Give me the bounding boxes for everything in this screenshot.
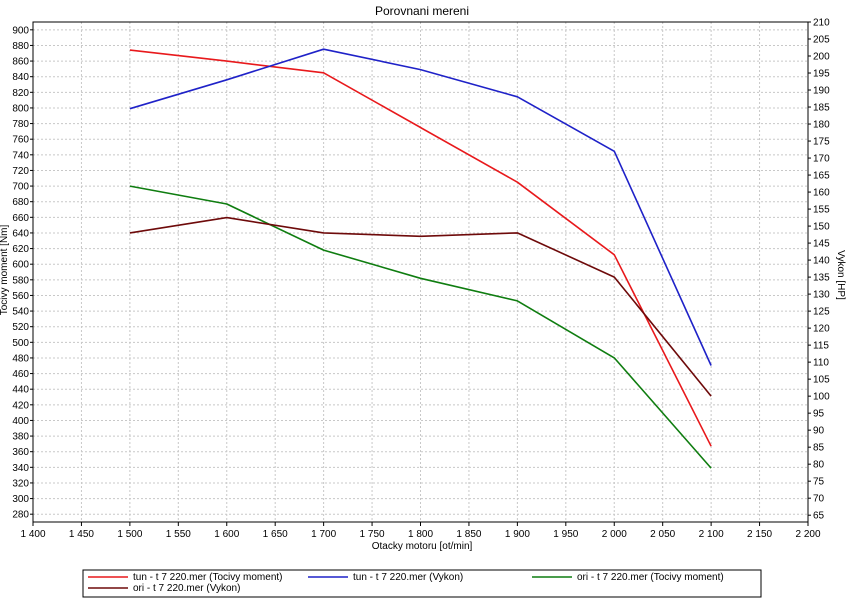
y-tick-label: 580	[12, 275, 29, 286]
x-tick-label: 1 750	[360, 529, 385, 540]
x-tick-label: 1 950	[553, 529, 578, 540]
y2-tick-label: 105	[813, 375, 830, 386]
y-tick-label: 340	[12, 463, 29, 474]
y2-tick-label: 180	[813, 120, 830, 131]
series-line-2	[129, 48, 712, 366]
y2-tick-label: 85	[813, 443, 825, 454]
legend-label: ori - t 7 220.mer (Vykon)	[133, 583, 240, 594]
x-tick-label: 2 200	[795, 529, 820, 540]
y2-tick-label: 65	[813, 511, 825, 522]
y-tick-label: 800	[12, 103, 29, 114]
y-tick-label: 880	[12, 41, 29, 52]
series-line-3	[129, 185, 712, 469]
series-line-4	[129, 216, 712, 397]
y2-tick-label: 200	[813, 52, 830, 63]
y-tick-label: 300	[12, 494, 29, 505]
x-tick-label: 1 800	[408, 529, 433, 540]
x-tick-label: 1 450	[69, 529, 94, 540]
legend-label: tun - t 7 220.mer (Vykon)	[353, 572, 463, 583]
y-tick-label: 860	[12, 57, 29, 68]
y-tick-label: 660	[12, 213, 29, 224]
x-tick-label: 1 900	[505, 529, 530, 540]
y-tick-label: 280	[12, 510, 29, 521]
y2-tick-label: 135	[813, 273, 830, 284]
y-tick-label: 640	[12, 228, 29, 239]
y-tick-label: 440	[12, 385, 29, 396]
legend: tun - t 7 220.mer (Tocivy moment) tun - t…	[82, 569, 762, 598]
x-tick-label: 1 650	[263, 529, 288, 540]
y2-tick-label: 115	[813, 341, 829, 352]
y-tick-label: 380	[12, 432, 29, 443]
y2-tick-label: 95	[813, 409, 825, 420]
y2-tick-label: 160	[813, 188, 830, 199]
y2-tick-label: 130	[813, 290, 830, 301]
y-tick-label: 700	[12, 182, 29, 193]
y-axis-title: Tocivy moment [Nm]	[0, 224, 10, 315]
y2-tick-label: 80	[813, 460, 825, 471]
y2-tick-label: 175	[813, 137, 830, 148]
y-tick-label: 320	[12, 478, 29, 489]
chart-title: Porovnani mereni	[375, 4, 469, 18]
y2-tick-label: 165	[813, 171, 830, 182]
x-axis-title: Otacky motoru [ot/min]	[372, 541, 473, 552]
y2-tick-label: 170	[813, 154, 830, 165]
y2-tick-label: 75	[813, 477, 825, 488]
y-tick-label: 680	[12, 197, 29, 208]
x-tick-label: 1 700	[311, 529, 336, 540]
legend-label: ori - t 7 220.mer (Tocivy moment)	[577, 572, 724, 583]
y2-tick-label: 120	[813, 324, 830, 335]
y2-tick-label: 90	[813, 426, 825, 437]
y2-tick-label: 150	[813, 222, 830, 233]
y-tick-label: 840	[12, 72, 29, 83]
y-tick-label: 520	[12, 322, 29, 333]
y-tick-label: 780	[12, 119, 29, 130]
y2-tick-label: 145	[813, 239, 830, 250]
plot-area: 1 400 1 450 1 500 1 550 1 600 1 650 1 700 1 750…	[12, 18, 830, 541]
y2-tick-label: 125	[813, 307, 830, 318]
y2-tick-label: 195	[813, 69, 830, 80]
y-tick-label: 600	[12, 260, 29, 271]
y2-tick-label: 70	[813, 494, 825, 505]
y-tick-label: 500	[12, 338, 29, 349]
y-tick-label: 560	[12, 291, 29, 302]
y2-tick-label: 100	[813, 392, 830, 403]
y-tick-label: 820	[12, 88, 29, 99]
x-tick-label: 2 100	[699, 529, 724, 540]
x-tick-label: 1 850	[456, 529, 481, 540]
legend-label: tun - t 7 220.mer (Tocivy moment)	[133, 572, 283, 583]
y-tick-label: 900	[12, 25, 29, 36]
y-tick-label: 740	[12, 150, 29, 161]
y2-tick-label: 140	[813, 256, 830, 267]
x-tick-label: 2 050	[650, 529, 675, 540]
series-line-1	[129, 49, 712, 447]
y2-tick-label: 210	[813, 18, 830, 29]
y2-tick-label: 190	[813, 86, 830, 97]
y2-tick-label: 110	[813, 358, 829, 369]
y-tick-label: 400	[12, 416, 29, 427]
x-tick-label: 1 550	[166, 529, 191, 540]
y2-tick-label: 205	[813, 35, 830, 46]
y2-tick-label: 155	[813, 205, 830, 216]
legend-box	[82, 569, 762, 598]
y-tick-label: 760	[12, 135, 29, 146]
x-tick-label: 2 150	[747, 529, 772, 540]
y-tick-label: 460	[12, 369, 29, 380]
x-tick-label: 2 000	[602, 529, 627, 540]
y-tick-label: 720	[12, 166, 29, 177]
x-tick-label: 1 400	[20, 529, 45, 540]
x-tick-label: 1 500	[117, 529, 142, 540]
y2-tick-label: 185	[813, 103, 830, 114]
y-tick-label: 420	[12, 400, 29, 411]
y2-axis-title: Vykon [HP]	[835, 250, 846, 300]
y-tick-label: 620	[12, 244, 29, 255]
y-tick-label: 540	[12, 307, 29, 318]
x-tick-label: 1 600	[214, 529, 239, 540]
y-tick-label: 480	[12, 353, 29, 364]
y-tick-label: 360	[12, 447, 29, 458]
